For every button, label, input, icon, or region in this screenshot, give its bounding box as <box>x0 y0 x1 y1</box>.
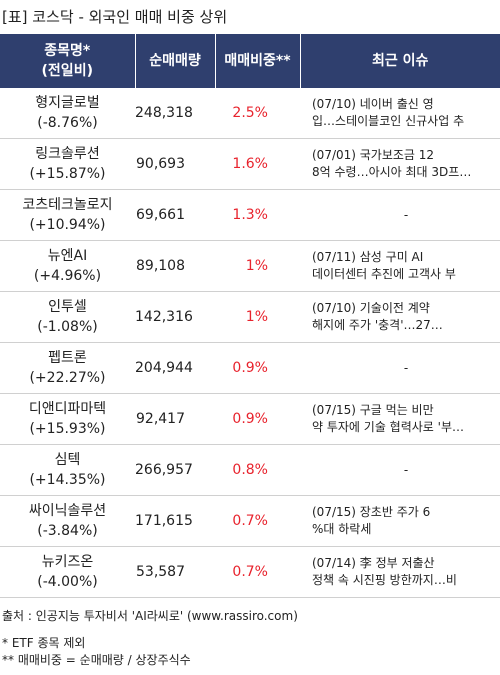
stock-change: (-3.84%) <box>37 523 98 539</box>
trade-ratio: 1.3% <box>215 189 300 241</box>
foreign-trading-table: 종목명* (전일비) 순매매량 매매비중** 최근 이슈 형지글로벌 (-8.76… <box>0 34 500 598</box>
table-row: 디앤디파마텍 (+15.93%) 92,417 0.9% (07/15) 구글 먹는 비… <box>0 393 500 445</box>
stock-name: 인투셀 <box>48 299 87 315</box>
stock-change: (+15.93%) <box>29 421 106 437</box>
recent-issue-line1: (07/14) 李 정부 저출산 <box>312 556 435 570</box>
table-row: 싸이닉솔루션 (-3.84%) 171,615 0.7% (07/15) 장초반 주가 … <box>0 495 500 547</box>
stock-name-cell: 심텍 (+14.35%) <box>0 444 135 496</box>
stock-name-cell: 펩트론 (+22.27%) <box>0 342 135 394</box>
recent-issue-line1: (07/10) 기술이전 계약 <box>312 301 430 315</box>
net-volume: 266,957 <box>135 444 215 496</box>
footnote-ratio: ** 매매비중 = 순매매량 / 상장주식수 <box>2 653 191 667</box>
trade-ratio: 2.5% <box>215 88 300 139</box>
recent-issue-line2: 해지에 주가 '충격'…27… <box>312 318 443 332</box>
column-header-ratio: 매매비중** <box>215 34 301 88</box>
stock-name: 코츠테크놀로지 <box>22 197 113 213</box>
stock-name-cell: 형지글로벌 (-8.76%) <box>0 88 135 139</box>
column-header-issue: 최근 이슈 <box>300 34 500 88</box>
stock-name-cell: 링크솔루션 (+15.87%) <box>0 138 135 190</box>
net-volume: 89,108 <box>135 240 215 292</box>
stock-name: 뉴키즈온 <box>41 554 94 570</box>
stock-change: (+4.96%) <box>33 268 102 284</box>
footer: 출처 : 인공지능 투자비서 'AI라씨로' (www.rassiro.com)… <box>0 608 500 669</box>
stock-name-cell: 뉴키즈온 (-4.00%) <box>0 546 135 598</box>
recent-issue-line1: (07/11) 삼성 구미 AI <box>312 250 424 264</box>
column-header-name-line1: 종목명* <box>44 43 91 59</box>
net-volume: 171,615 <box>135 495 215 547</box>
trade-ratio: 0.9% <box>215 393 300 445</box>
column-header-name-line2: (전일비) <box>41 63 93 79</box>
stock-name-cell: 코츠테크놀로지 (+10.94%) <box>0 189 135 241</box>
stock-name: 뉴엔AI <box>47 248 88 264</box>
trade-ratio: 1% <box>215 240 300 292</box>
stock-change: (-8.76%) <box>37 115 98 131</box>
trade-ratio: 0.8% <box>215 444 300 496</box>
trade-ratio: 1.6% <box>215 138 300 190</box>
table-row: 펩트론 (+22.27%) 204,944 0.9% - <box>0 342 500 394</box>
recent-issue-line2: 데이터센터 추진에 고객사 부 <box>312 267 456 281</box>
stock-name: 디앤디파마텍 <box>28 401 107 417</box>
table-row: 뉴키즈온 (-4.00%) 53,587 0.7% (07/14) 李 정부 저출산 정책… <box>0 546 500 598</box>
table-row: 심텍 (+14.35%) 266,957 0.8% - <box>0 444 500 496</box>
trade-ratio: 0.9% <box>215 342 300 394</box>
table-row: 인투셀 (-1.08%) 142,316 1% (07/10) 기술이전 계약 해지에 주… <box>0 291 500 343</box>
stock-change: (-1.08%) <box>37 319 98 335</box>
recent-issue-line1: (07/01) 국가보조금 12 <box>312 148 435 162</box>
table-row: 코츠테크놀로지 (+10.94%) 69,661 1.3% - <box>0 189 500 241</box>
footnote-etf: * ETF 종목 제외 <box>2 636 86 650</box>
recent-issue-empty: - <box>300 189 500 241</box>
column-header-volume: 순매매량 <box>135 34 216 88</box>
recent-issue-empty: - <box>300 444 500 496</box>
stock-change: (+15.87%) <box>29 166 106 182</box>
stock-name-cell: 싸이닉솔루션 (-3.84%) <box>0 495 135 547</box>
recent-issue-empty: - <box>300 342 500 394</box>
column-header-name: 종목명* (전일비) <box>0 34 136 88</box>
stock-name-cell: 인투셀 (-1.08%) <box>0 291 135 343</box>
net-volume: 92,417 <box>135 393 215 445</box>
recent-issue-line2: 입…스테이블코인 신규사업 추 <box>312 114 465 128</box>
recent-issue-line2: %대 하락세 <box>312 522 372 536</box>
stock-name-cell: 디앤디파마텍 (+15.93%) <box>0 393 135 445</box>
table-row: 형지글로벌 (-8.76%) 248,318 2.5% (07/10) 네이버 출신 영… <box>0 88 500 139</box>
recent-issue-line2: 약 투자에 기술 협력사로 '부… <box>312 420 464 434</box>
net-volume: 248,318 <box>135 88 215 139</box>
recent-issue-line2: 8억 수령…아시아 최대 3D프… <box>312 165 472 179</box>
trade-ratio: 1% <box>215 291 300 343</box>
stock-name: 펩트론 <box>48 350 87 366</box>
net-volume: 90,693 <box>135 138 215 190</box>
stock-change: (+22.27%) <box>29 370 106 386</box>
table-row: 뉴엔AI (+4.96%) 89,108 1% (07/11) 삼성 구미 AI 데이터센… <box>0 240 500 292</box>
trade-ratio: 0.7% <box>215 495 300 547</box>
net-volume: 69,661 <box>135 189 215 241</box>
recent-issue: (07/01) 국가보조금 12 8억 수령…아시아 최대 3D프… <box>300 138 500 190</box>
net-volume: 53,587 <box>135 546 215 598</box>
recent-issue-line1: (07/10) 네이버 출신 영 <box>312 97 434 111</box>
table-title: [표] 코스닥 - 외국인 매매 비중 상위 <box>2 8 228 26</box>
stock-change: (+10.94%) <box>29 217 106 233</box>
recent-issue-line1: (07/15) 장초반 주가 6 <box>312 505 431 519</box>
table-row: 링크솔루션 (+15.87%) 90,693 1.6% (07/01) 국가보조금 12… <box>0 138 500 190</box>
recent-issue: (07/15) 장초반 주가 6 %대 하락세 <box>300 495 500 547</box>
recent-issue-line1: (07/15) 구글 먹는 비만 <box>312 403 434 417</box>
stock-name: 싸이닉솔루션 <box>28 503 107 519</box>
net-volume: 204,944 <box>135 342 215 394</box>
stock-name: 형지글로벌 <box>35 95 100 111</box>
stock-name-cell: 뉴엔AI (+4.96%) <box>0 240 135 292</box>
source-note: 출처 : 인공지능 투자비서 'AI라씨로' (www.rassiro.com) <box>2 609 298 623</box>
stock-change: (+14.35%) <box>29 472 106 488</box>
recent-issue: (07/11) 삼성 구미 AI 데이터센터 추진에 고객사 부 <box>300 240 500 292</box>
recent-issue-line2: 정책 속 시진핑 방한까지…비 <box>312 573 457 587</box>
trade-ratio: 0.7% <box>215 546 300 598</box>
table-header-row: 종목명* (전일비) 순매매량 매매비중** 최근 이슈 <box>0 34 500 88</box>
stock-name: 심텍 <box>54 452 81 468</box>
net-volume: 142,316 <box>135 291 215 343</box>
stock-name: 링크솔루션 <box>35 146 100 162</box>
stock-change: (-4.00%) <box>37 574 98 590</box>
